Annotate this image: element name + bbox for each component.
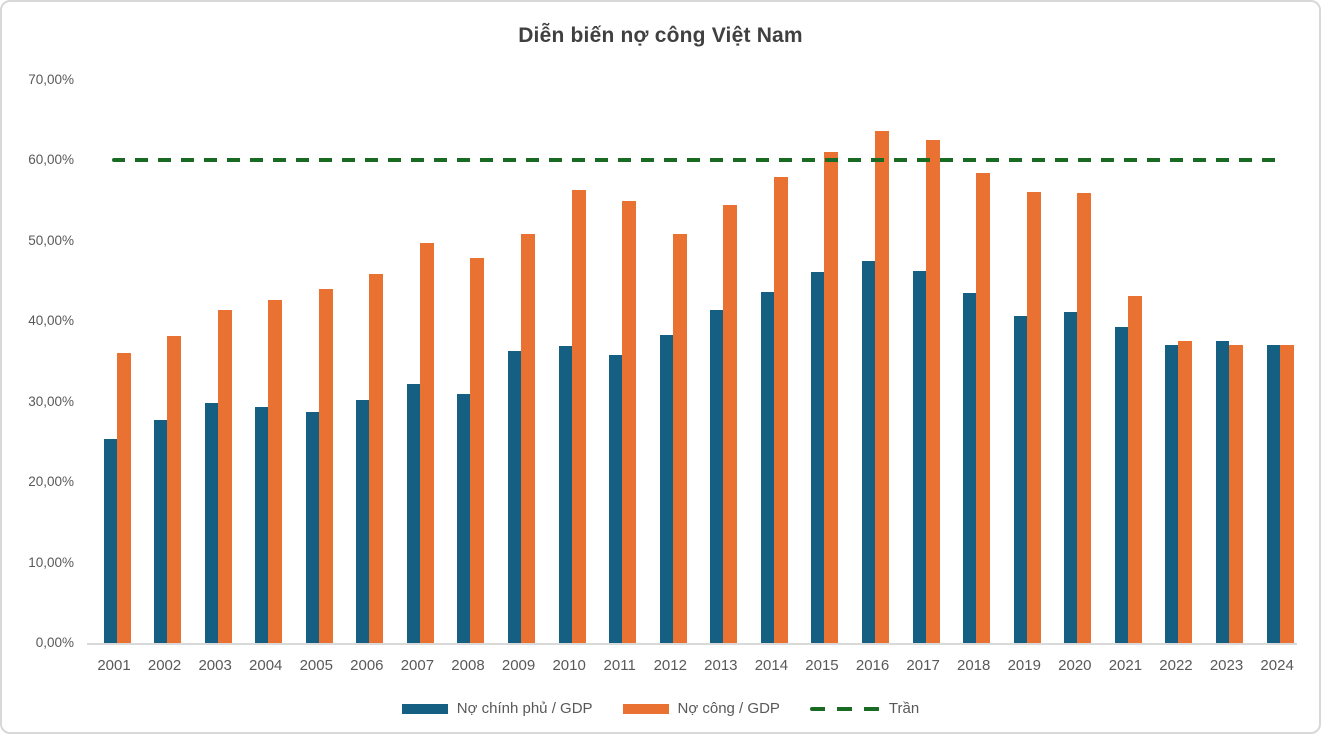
bar-public-debt[interactable] bbox=[1127, 296, 1142, 643]
bar-public-debt[interactable] bbox=[875, 131, 890, 643]
bar-government-debt[interactable] bbox=[912, 271, 926, 643]
x-tick-label: 2001 bbox=[97, 657, 131, 674]
y-tick-label: 50,00% bbox=[28, 232, 74, 248]
bar-public-debt[interactable] bbox=[1026, 191, 1041, 643]
x-tick-label: 2017 bbox=[906, 657, 940, 674]
bar-government-debt[interactable] bbox=[811, 272, 825, 643]
x-tick-label: 2020 bbox=[1058, 657, 1092, 674]
x-tick-label: 2012 bbox=[653, 657, 687, 674]
bar-government-debt[interactable] bbox=[1216, 340, 1230, 643]
y-tick-label: 40,00% bbox=[28, 313, 74, 329]
bar-government-debt[interactable] bbox=[760, 292, 774, 643]
bar-public-debt[interactable] bbox=[925, 140, 940, 643]
bar-public-debt[interactable] bbox=[217, 310, 232, 643]
x-tick-label: 2009 bbox=[501, 657, 536, 674]
x-tick-label: 2022 bbox=[1159, 657, 1193, 674]
bar-public-debt[interactable] bbox=[470, 257, 485, 643]
y-tick-label: 20,00% bbox=[28, 474, 74, 490]
legend-dash-icon bbox=[809, 706, 880, 711]
bar-public-debt[interactable] bbox=[1279, 345, 1294, 643]
legend-item-public-debt[interactable]: Nợ công / GDP bbox=[622, 700, 780, 717]
bar-public-debt[interactable] bbox=[723, 205, 738, 643]
bar-government-debt[interactable] bbox=[457, 393, 471, 643]
bar-public-debt[interactable] bbox=[571, 190, 586, 643]
bar-government-debt[interactable] bbox=[204, 403, 218, 643]
legend-label-ceiling: Trần bbox=[888, 700, 920, 717]
y-tick-label: 0,00% bbox=[35, 635, 74, 650]
bar-public-debt[interactable] bbox=[622, 201, 637, 643]
x-tick-label: 2014 bbox=[754, 657, 789, 674]
plot-area bbox=[87, 80, 1297, 645]
bar-government-debt[interactable] bbox=[1013, 315, 1027, 643]
bar-government-debt[interactable] bbox=[710, 310, 724, 643]
bar-government-debt[interactable] bbox=[305, 412, 319, 643]
bar-public-debt[interactable] bbox=[419, 243, 434, 643]
legend-swatch-public-debt bbox=[622, 703, 669, 714]
legend-item-government-debt[interactable]: Nợ chính phủ / GDP bbox=[401, 700, 593, 717]
y-tick-label: 70,00% bbox=[28, 72, 74, 87]
x-tick-label: 2018 bbox=[957, 657, 991, 674]
legend-label-government-debt: Nợ chính phủ / GDP bbox=[456, 700, 593, 717]
bar-government-debt[interactable] bbox=[508, 351, 522, 643]
x-tick-label: 2013 bbox=[704, 657, 738, 674]
legend-swatch-government-debt bbox=[401, 703, 448, 714]
x-tick-label: 2005 bbox=[299, 657, 333, 674]
chart-title: Diễn biến nợ công Việt Nam bbox=[518, 24, 803, 47]
x-tick-label: 2003 bbox=[198, 657, 232, 674]
x-tick-label: 2021 bbox=[1108, 657, 1143, 674]
x-tick-label: 2016 bbox=[855, 657, 890, 674]
x-tick-label: 2011 bbox=[603, 657, 636, 674]
bar-government-debt[interactable] bbox=[406, 384, 420, 643]
x-tick-label: 2006 bbox=[350, 657, 384, 674]
bar-government-debt[interactable] bbox=[558, 346, 572, 643]
x-tick-label: 2023 bbox=[1209, 657, 1244, 674]
bar-government-debt[interactable] bbox=[963, 293, 977, 643]
x-tick-label: 2024 bbox=[1260, 657, 1294, 674]
y-tick-label: 30,00% bbox=[28, 393, 74, 409]
bar-public-debt[interactable] bbox=[824, 152, 839, 643]
bar-government-debt[interactable] bbox=[862, 260, 876, 643]
bar-public-debt[interactable] bbox=[672, 234, 687, 643]
bar-government-debt[interactable] bbox=[1165, 345, 1179, 643]
x-tick-label: 2007 bbox=[400, 657, 435, 674]
y-tick-label: 10,00% bbox=[28, 554, 74, 570]
x-tick-label: 2004 bbox=[249, 657, 283, 674]
bar-public-debt[interactable] bbox=[167, 335, 182, 643]
bar-public-debt[interactable] bbox=[1229, 345, 1244, 643]
legend-label-public-debt: Nợ công / GDP bbox=[677, 700, 780, 717]
y-tick-label: 60,00% bbox=[28, 152, 74, 168]
legend-item-ceiling[interactable]: Trần bbox=[809, 700, 920, 717]
legend: Nợ chính phủ / GDP Nợ công / GDP Trần bbox=[2, 700, 1319, 717]
bar-government-debt[interactable] bbox=[1064, 311, 1078, 643]
ceiling-line[interactable] bbox=[112, 158, 1279, 163]
bar-government-debt[interactable] bbox=[154, 420, 168, 643]
bar-government-debt[interactable] bbox=[1266, 344, 1280, 643]
bar-public-debt[interactable] bbox=[1178, 341, 1193, 643]
x-tick-label: 2010 bbox=[552, 657, 586, 674]
bar-public-debt[interactable] bbox=[116, 353, 131, 643]
bar-public-debt[interactable] bbox=[521, 233, 536, 643]
bar-government-debt[interactable] bbox=[103, 438, 117, 643]
bar-government-debt[interactable] bbox=[609, 355, 623, 643]
x-tick-label: 2002 bbox=[147, 657, 182, 674]
bar-public-debt[interactable] bbox=[976, 173, 991, 643]
bar-government-debt[interactable] bbox=[356, 400, 370, 643]
bar-public-debt[interactable] bbox=[369, 273, 384, 643]
x-tick-label: 2008 bbox=[451, 657, 485, 674]
x-tick-label: 2019 bbox=[1007, 657, 1041, 674]
bar-public-debt[interactable] bbox=[773, 177, 788, 643]
bar-public-debt[interactable] bbox=[268, 300, 283, 643]
bar-government-debt[interactable] bbox=[1114, 326, 1128, 643]
bar-public-debt[interactable] bbox=[1077, 193, 1092, 643]
bar-government-debt[interactable] bbox=[659, 334, 673, 643]
bar-public-debt[interactable] bbox=[318, 289, 333, 643]
x-tick-label: 2015 bbox=[805, 657, 839, 674]
bar-government-debt[interactable] bbox=[255, 406, 269, 643]
